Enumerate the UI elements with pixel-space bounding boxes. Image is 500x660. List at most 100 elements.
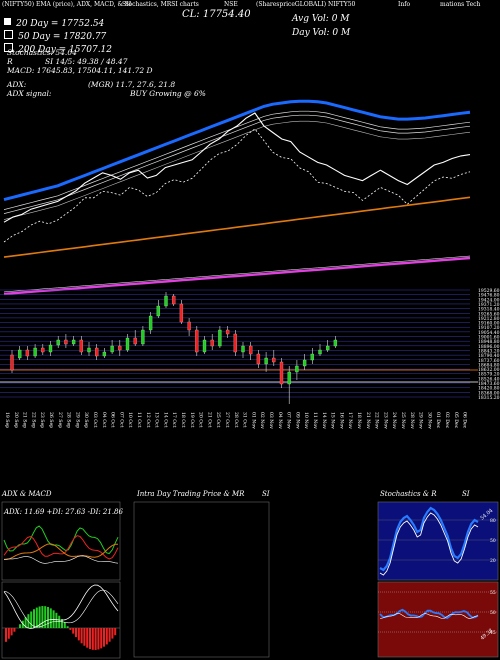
candle-body — [310, 353, 314, 361]
x-date-label: 04 Nov — [277, 412, 283, 429]
x-date-label: 25 Oct — [215, 412, 221, 428]
x-date-label: 14 Nov — [321, 412, 327, 429]
x-date-label: 17 Oct — [171, 412, 177, 428]
candle-body — [71, 339, 76, 345]
price-dotted-line — [3, 128, 471, 243]
y-tick-label: 18368.00 — [478, 390, 500, 396]
x-date-label: 21 Sep — [22, 412, 28, 428]
legend-dma50-text: 50 Day = 17820.77 — [18, 32, 107, 42]
ema50-line — [3, 196, 471, 258]
ema20-band-upper — [3, 110, 471, 210]
candle-body — [18, 349, 22, 359]
adx-line — [3, 543, 119, 561]
macd-bar — [111, 628, 114, 639]
rsi-tick: 45 — [490, 630, 496, 636]
adx-readout: ADX: 11.69 +DI: 27.63 -DI: 21.86 — [3, 508, 124, 516]
y-tick-label: 18790.40 — [478, 353, 500, 359]
candle-body — [302, 359, 307, 367]
macd-bar — [44, 606, 47, 628]
candles — [10, 292, 338, 404]
x-date-label: 23 Nov — [382, 412, 388, 429]
x-date-label: 15 Nov — [330, 412, 336, 429]
candle-body — [148, 315, 153, 331]
x-date-label: 01 Nov — [250, 412, 256, 429]
y-tick-label: 19529.60 — [478, 288, 500, 294]
header-title-left: (NIFTY50) EMA (price), ADX, MACD, & SI — [2, 1, 132, 8]
header-ticker: NSE — [224, 1, 238, 8]
y-tick-label: 18526.40 — [478, 376, 500, 382]
ema20-band-lower — [3, 114, 471, 214]
x-date-label: 29 Nov — [418, 412, 424, 429]
x-date-ticks: 19 Sep 20 Sep 21 Sep 22 Sep 23 Sep 26 Sep 27 S… — [4, 412, 468, 429]
macd-histogram — [2, 584, 120, 650]
macd-line — [3, 584, 119, 629]
candle-body — [110, 345, 114, 353]
ema200-highlight — [3, 255, 471, 293]
candle-body — [164, 295, 168, 307]
candle-body — [133, 337, 137, 345]
x-date-label: 14 Oct — [162, 412, 168, 428]
macd-bar — [86, 628, 89, 648]
macd-bar — [100, 628, 103, 649]
candle-body — [41, 347, 45, 353]
y-tick-label: 18473.60 — [478, 381, 500, 387]
x-date-label: 21 Nov — [365, 412, 371, 429]
adx-panel-frame — [1, 501, 121, 581]
header-title-mid: Stochastics, MRSI charts — [122, 1, 199, 8]
candle-body — [10, 354, 14, 371]
y-tick-label: 18315.20 — [478, 395, 500, 401]
legend-dma20-text: 20 Day = 17752.54 — [16, 19, 105, 29]
macd-bar — [72, 628, 75, 634]
x-date-label: 28 Nov — [409, 412, 415, 429]
x-date-label: 19 Sep — [4, 412, 10, 428]
x-date-label: 04 Oct — [101, 412, 107, 428]
stoch-readout: Stochastics: 54.04 — [7, 48, 77, 57]
macd-bar — [24, 617, 27, 628]
macd-bar — [105, 628, 108, 645]
intraday-panel-title-suffix: SI — [262, 490, 270, 498]
y-tick-label: 19318.40 — [478, 307, 500, 313]
x-date-label: 23 Sep — [39, 412, 45, 428]
macd-bar — [83, 628, 86, 646]
x-date-label: 09 Nov — [294, 412, 300, 429]
x-date-label: 24 Nov — [391, 412, 397, 429]
stoch-panel-title-suffix: SI — [462, 490, 470, 498]
legend-dma200: 200 Day = 15707.12 — [4, 37, 112, 56]
macd-bar — [97, 628, 100, 650]
x-date-label: 02 Nov — [259, 412, 265, 429]
x-date-label: 20 Sep — [13, 412, 19, 428]
candle-body — [102, 351, 107, 357]
intraday-panel-frame — [133, 501, 270, 658]
candle-body — [79, 339, 83, 353]
candle-y-ticks: 19529.6019476.8019424.0019371.2019318.40… — [478, 288, 500, 401]
candle-body — [287, 371, 291, 385]
x-date-label: 03 Oct — [92, 412, 98, 428]
rsi-tick: 55 — [490, 590, 496, 596]
macd-bar — [13, 628, 16, 632]
macd-bar — [33, 609, 35, 628]
y-tick-label: 19371.20 — [478, 302, 500, 308]
macd-bar — [58, 615, 61, 628]
y-tick-label: 18632.00 — [478, 367, 500, 373]
y-tick-label: 18579.20 — [478, 372, 500, 378]
candle-body — [233, 333, 237, 353]
legend-swatch-white — [4, 18, 11, 25]
x-date-label: 06 Dec — [462, 412, 468, 429]
x-date-label: 01 Dec — [435, 412, 441, 429]
candle-body — [25, 349, 30, 357]
macd-bar — [103, 628, 105, 647]
x-date-label: 13 Oct — [154, 412, 160, 428]
x-date-label: 19 Oct — [189, 412, 195, 428]
candle-body — [87, 347, 91, 353]
legend-swatch-black2 — [4, 43, 13, 52]
y-tick-label: 18843.20 — [478, 348, 500, 354]
candle-body — [272, 357, 276, 363]
y-tick-label: 19424.00 — [478, 297, 500, 303]
sub-panels: ADX: 11.69 +DI: 27.63 -DI: 21.86 80 50 20 5… — [1, 501, 499, 659]
adx-label: ADX: — [7, 80, 27, 89]
macd-bar — [61, 618, 63, 628]
macd-bar — [19, 624, 21, 628]
candle-body — [295, 365, 299, 373]
candle-grid — [0, 289, 478, 398]
